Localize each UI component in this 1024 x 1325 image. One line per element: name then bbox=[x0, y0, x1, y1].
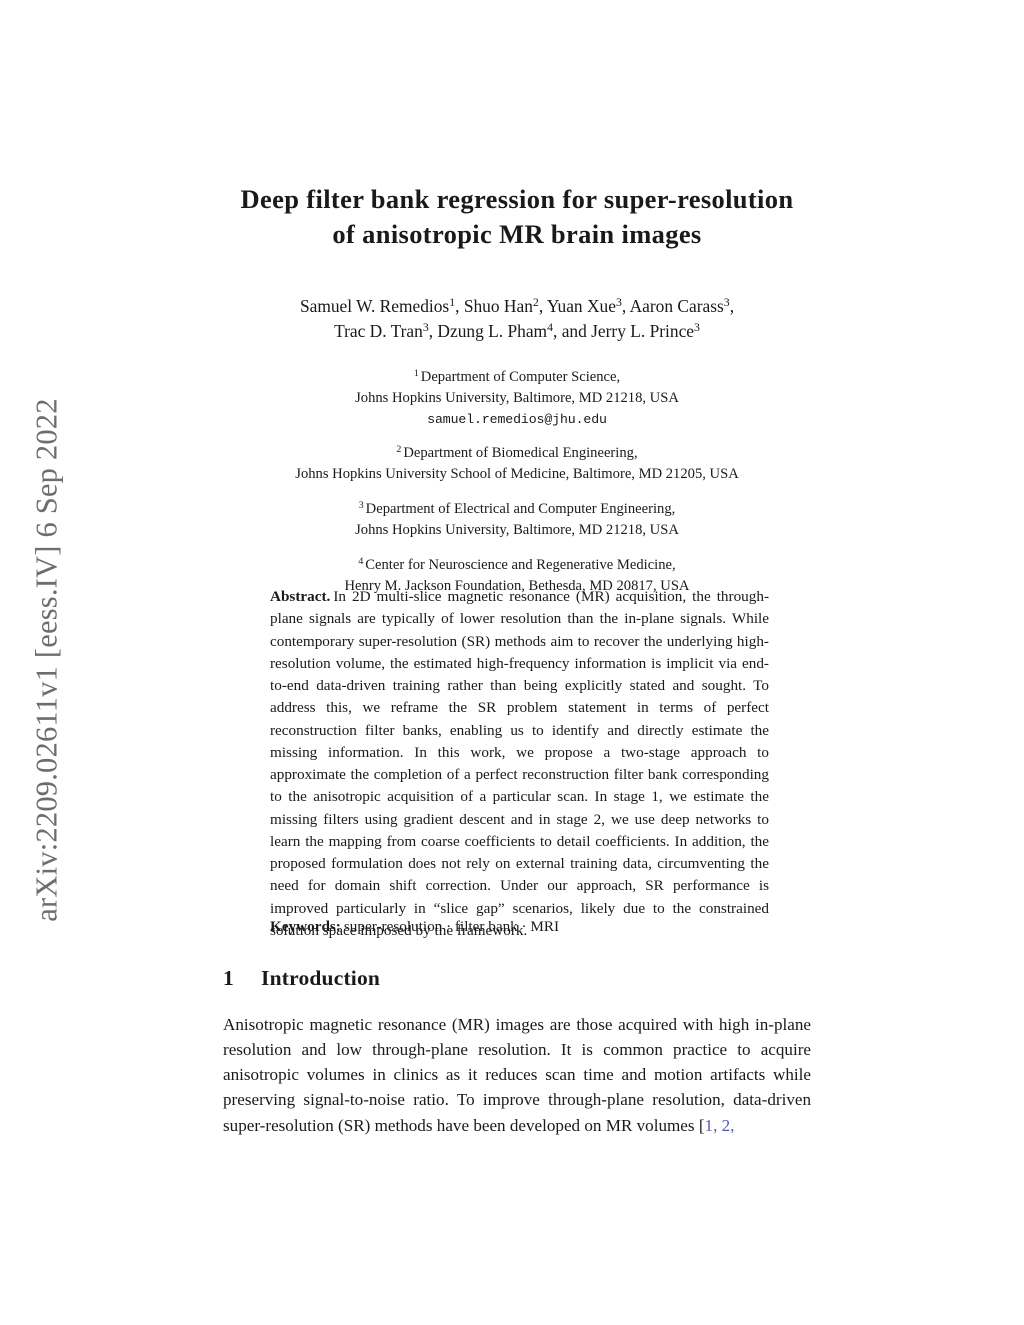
affiliation-1-address: Johns Hopkins University, Baltimore, MD … bbox=[355, 390, 679, 407]
authors-block: Samuel W. Remedios1, Shuo Han2, Yuan Xue… bbox=[223, 294, 811, 344]
authors-line-1-tail: , bbox=[729, 296, 735, 317]
affiliation-3-dept: Department of Electrical and Computer En… bbox=[365, 501, 676, 518]
author-carass: , Aaron Carass bbox=[621, 296, 724, 317]
affiliation-1-line-1: 1 Department of Computer Science, bbox=[223, 367, 811, 388]
affiliation-4-line-1: 4 Center for Neuroscience and Regenerativ… bbox=[223, 555, 811, 576]
author-carass-affil-mark: 3 bbox=[723, 295, 730, 310]
title-block: Deep filter bank regression for super-re… bbox=[223, 182, 811, 252]
author-pham: , Dzung L. Pham bbox=[428, 321, 548, 342]
abstract-block: Abstract. In 2D multi-slice magnetic reso… bbox=[270, 586, 769, 942]
authors-line-2: Trac D. Tran3, Dzung L. Pham4, and Jerry… bbox=[223, 319, 811, 344]
author-xue: , Yuan Xue bbox=[538, 296, 616, 317]
keywords-heading: Keywords: bbox=[270, 918, 341, 935]
affiliation-3-mark: 3 bbox=[358, 500, 364, 512]
affiliation-2: 2 Department of Biomedical Engineering, J… bbox=[223, 443, 811, 485]
affiliation-2-mark: 2 bbox=[396, 444, 402, 456]
introduction-text: Anisotropic magnetic resonance (MR) imag… bbox=[223, 1015, 811, 1135]
author-prince: , and Jerry L. Prince bbox=[553, 321, 695, 342]
page-title: Deep filter bank regression for super-re… bbox=[223, 182, 811, 252]
front-matter: Deep filter bank regression for super-re… bbox=[223, 0, 811, 597]
title-line-2: of anisotropic MR brain images bbox=[332, 219, 702, 250]
contact-email[interactable]: samuel.remedios@jhu.edu bbox=[427, 412, 607, 428]
affiliation-4-address: Henry M. Jackson Foundation, Bethesda, M… bbox=[344, 578, 690, 595]
section-title: Introduction bbox=[261, 966, 381, 990]
author-remedios-affil-mark: 1 bbox=[449, 295, 456, 310]
affiliation-4-dept: Center for Neuroscience and Regenerative… bbox=[365, 557, 676, 574]
affiliation-2-dept: Department of Biomedical Engineering, bbox=[403, 445, 638, 462]
author-remedios: Samuel W. Remedios bbox=[299, 296, 450, 317]
abstract-heading: Abstract. bbox=[270, 588, 331, 605]
author-pham-affil-mark: 4 bbox=[547, 320, 553, 335]
citation-link[interactable]: 1, 2, bbox=[704, 1115, 735, 1135]
keywords-block: Keywords: super-resolution · filter bank … bbox=[270, 916, 769, 938]
author-tran: Trac D. Tran bbox=[334, 321, 423, 342]
affiliation-1: 1 Department of Computer Science, Johns H… bbox=[223, 367, 811, 429]
affiliation-3-line-1: 3 Department of Electrical and Computer E… bbox=[223, 499, 811, 520]
author-han: , Shuo Han bbox=[455, 296, 533, 317]
introduction-paragraph: Anisotropic magnetic resonance (MR) imag… bbox=[223, 1012, 811, 1138]
keywords-text: super-resolution · filter bank · MRI bbox=[343, 918, 560, 935]
author-tran-affil-mark: 3 bbox=[422, 320, 429, 335]
affiliation-1-mark: 1 bbox=[413, 368, 419, 380]
affiliation-4: 4 Center for Neuroscience and Regenerativ… bbox=[223, 555, 811, 597]
section-heading-introduction: 1 Introduction bbox=[223, 966, 811, 991]
affiliation-3-address: Johns Hopkins University, Baltimore, MD … bbox=[355, 522, 679, 539]
affiliation-1-dept: Department of Computer Science, bbox=[420, 369, 621, 386]
abstract-text: In 2D multi-slice magnetic resonance (MR… bbox=[270, 588, 769, 939]
affiliation-4-mark: 4 bbox=[358, 556, 364, 568]
affiliations-block: 1 Department of Computer Science, Johns H… bbox=[223, 367, 811, 597]
author-han-affil-mark: 2 bbox=[532, 295, 539, 310]
author-xue-affil-mark: 3 bbox=[615, 295, 622, 310]
affiliation-2-address: Johns Hopkins University School of Medic… bbox=[295, 466, 739, 483]
section-number: 1 bbox=[223, 966, 234, 990]
title-line-1: Deep filter bank regression for super-re… bbox=[240, 184, 794, 214]
authors-line-1: Samuel W. Remedios1, Shuo Han2, Yuan Xue… bbox=[223, 294, 811, 319]
affiliation-2-line-1: 2 Department of Biomedical Engineering, bbox=[223, 443, 811, 464]
author-prince-affil-mark: 3 bbox=[694, 320, 700, 335]
affiliation-3: 3 Department of Electrical and Computer E… bbox=[223, 499, 811, 541]
